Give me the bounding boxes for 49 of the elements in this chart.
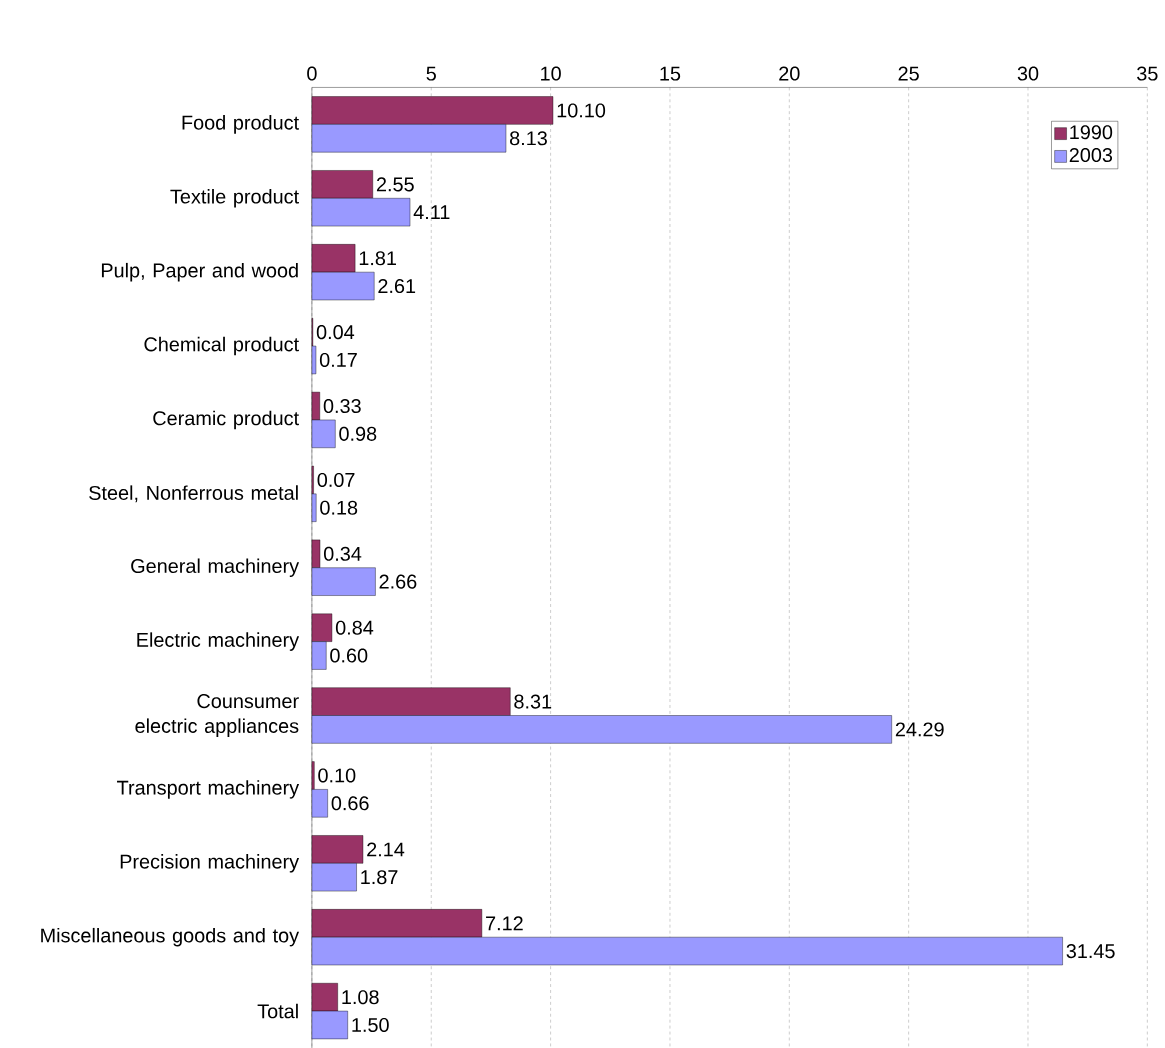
y-tick-label: Miscellaneous goods and toy — [41, 927, 300, 947]
y-tick-label: Textile product — [170, 188, 299, 208]
x-tick-label: 5 — [426, 66, 436, 81]
data-label: 0.34 — [323, 546, 362, 561]
data-label: 8.31 — [514, 694, 552, 709]
legend-label: 2003 — [1069, 147, 1113, 162]
data-label: 10.10 — [557, 103, 606, 118]
y-tick-label: Total — [257, 1003, 298, 1019]
x-tick-label: 20 — [779, 66, 800, 81]
x-tick-label: 10 — [541, 66, 561, 81]
data-label: 0.60 — [330, 648, 368, 663]
data-label: 7.12 — [486, 916, 523, 931]
data-label: 0.07 — [317, 472, 355, 487]
data-label: 31.45 — [1066, 943, 1115, 959]
y-tick-label: Counsumer electric appliances — [135, 693, 299, 737]
legend-label: 1990 — [1070, 125, 1113, 140]
y-tick-label: Chemical product — [144, 336, 299, 356]
y-tick-label: Pulp, Paper and wood — [101, 262, 298, 282]
data-label: 2.61 — [378, 278, 416, 294]
y-tick-label: Food product — [182, 115, 299, 134]
x-tick-label: 35 — [1137, 66, 1158, 81]
y-tick-label: Transport machinery — [117, 780, 300, 799]
data-label: 1.08 — [342, 990, 379, 1005]
x-tick-label: 0 — [307, 66, 317, 81]
x-tick-label: 25 — [898, 66, 919, 81]
data-label: 1.81 — [359, 251, 396, 266]
data-label: 0.04 — [316, 325, 355, 340]
data-label: 24.29 — [895, 722, 944, 737]
data-label: 0.66 — [331, 796, 369, 811]
data-label: 0.17 — [319, 352, 357, 367]
data-label: 2.14 — [367, 842, 405, 857]
data-label: 0.98 — [339, 426, 377, 441]
y-tick-label: Ceramic product — [153, 410, 299, 430]
data-label: 0.10 — [318, 768, 356, 783]
data-label: 0.33 — [323, 398, 361, 413]
y-tick-label: General machinery — [131, 558, 300, 577]
y-tick-label: Electric machinery — [137, 632, 300, 651]
y-tick-label: Precision machinery — [120, 853, 300, 873]
data-label: 0.18 — [320, 500, 358, 515]
x-tick-label: 15 — [660, 66, 681, 81]
data-label: 2.66 — [379, 574, 417, 589]
data-label: 2.55 — [376, 177, 414, 192]
x-tick-label: 30 — [1017, 66, 1039, 81]
data-label: 1.87 — [361, 870, 398, 885]
y-tick-label: Steel, Nonferrous metal — [89, 485, 298, 503]
data-label: 0.84 — [335, 620, 374, 635]
data-label: 4.11 — [413, 205, 450, 219]
data-label: 8.13 — [510, 131, 547, 146]
data-label: 1.50 — [352, 1017, 389, 1032]
